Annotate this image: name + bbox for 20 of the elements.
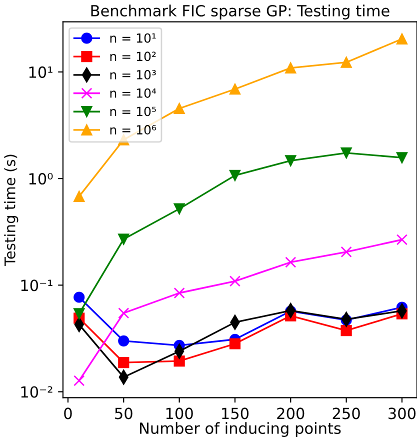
legend-label: n = 10¹ <box>110 33 156 43</box>
legend-label: n = 10⁶ <box>110 125 156 135</box>
legend-label: n = 10³ <box>110 70 156 80</box>
legend-label: n = 10² <box>110 52 156 62</box>
y-tick-label: 10⁻² <box>21 386 52 398</box>
y-tick-label: 10¹ <box>29 66 52 78</box>
x-tick-label: 50 <box>115 408 132 420</box>
x-tick-label: 150 <box>222 408 249 420</box>
x-tick-label: 100 <box>166 408 193 420</box>
legend-label: n = 10⁵ <box>110 106 156 116</box>
legend-label: n = 10⁴ <box>110 88 156 98</box>
x-axis-title: Number of inducing points <box>140 422 341 437</box>
y-tick-label: 10⁰ <box>29 173 53 185</box>
y-axis-title: Testing time (s) <box>4 154 18 266</box>
x-tick-label: 300 <box>388 408 416 420</box>
x-tick-label: 200 <box>277 408 304 420</box>
x-tick-label: 0 <box>64 408 72 420</box>
y-tick-label: 10⁻¹ <box>21 280 52 292</box>
x-tick-label: 250 <box>332 408 360 420</box>
chart-title: Benchmark FIC sparse GP: Testing time <box>91 4 390 20</box>
